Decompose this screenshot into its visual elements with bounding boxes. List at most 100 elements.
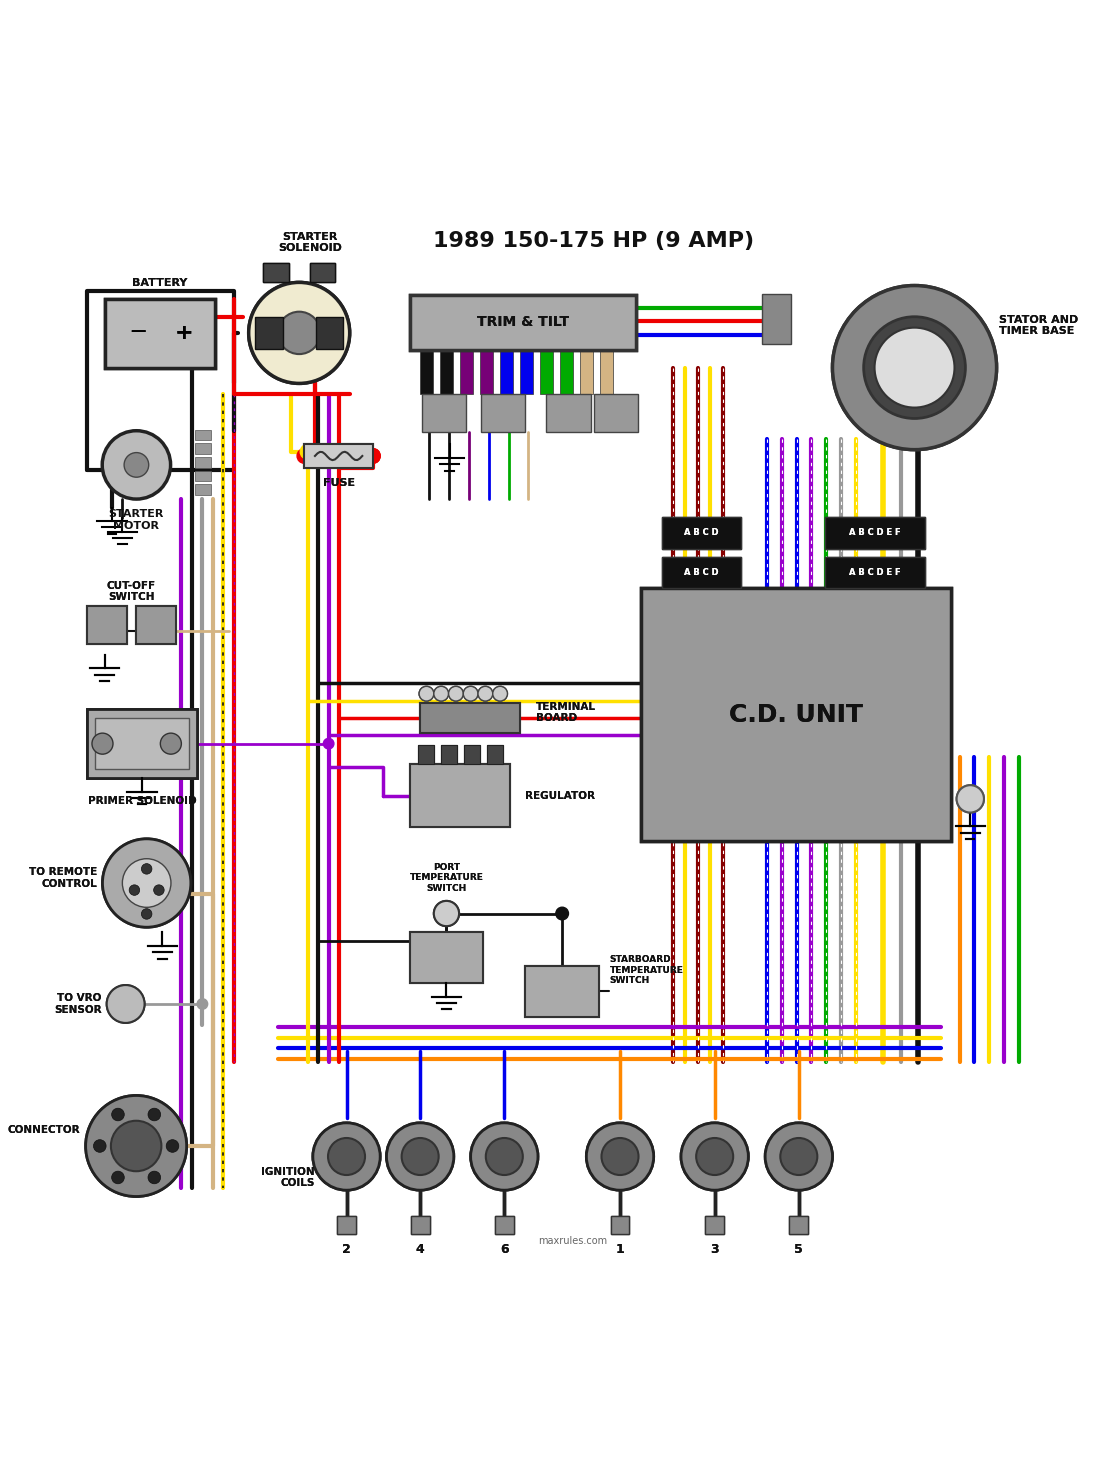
Circle shape	[102, 839, 190, 928]
FancyBboxPatch shape	[662, 517, 741, 548]
Circle shape	[463, 687, 478, 701]
Text: TO VRO
SENSOR: TO VRO SENSOR	[54, 993, 101, 1015]
Text: BATTERY: BATTERY	[132, 279, 187, 288]
Text: +: +	[174, 323, 192, 343]
Text: TRIM & TILT: TRIM & TILT	[476, 316, 569, 329]
Circle shape	[94, 1140, 106, 1153]
Circle shape	[161, 733, 182, 754]
FancyBboxPatch shape	[422, 394, 466, 432]
Circle shape	[419, 687, 433, 701]
Text: A B C D: A B C D	[684, 568, 718, 577]
FancyBboxPatch shape	[305, 444, 373, 468]
Text: A B C D E F: A B C D E F	[849, 529, 901, 538]
Text: 1989 150-175 HP (9 AMP): 1989 150-175 HP (9 AMP)	[433, 231, 755, 251]
FancyBboxPatch shape	[255, 317, 283, 349]
FancyBboxPatch shape	[495, 1217, 514, 1235]
Circle shape	[107, 985, 144, 1023]
Circle shape	[957, 785, 984, 812]
Text: 6: 6	[500, 1242, 508, 1255]
Circle shape	[833, 285, 997, 450]
Circle shape	[493, 687, 507, 701]
Circle shape	[124, 453, 148, 478]
Text: C.D. UNIT: C.D. UNIT	[729, 703, 864, 726]
FancyBboxPatch shape	[310, 263, 334, 282]
Circle shape	[142, 909, 152, 919]
Circle shape	[440, 907, 453, 920]
FancyBboxPatch shape	[520, 349, 532, 394]
Circle shape	[780, 1138, 817, 1175]
FancyBboxPatch shape	[641, 589, 952, 842]
FancyBboxPatch shape	[136, 606, 176, 644]
Text: 4: 4	[416, 1242, 425, 1255]
Circle shape	[433, 901, 459, 926]
Circle shape	[493, 687, 507, 701]
Text: A B C D: A B C D	[684, 529, 718, 538]
FancyBboxPatch shape	[460, 349, 473, 394]
Circle shape	[122, 859, 170, 907]
Circle shape	[478, 687, 493, 701]
FancyBboxPatch shape	[263, 263, 288, 282]
Circle shape	[486, 1138, 522, 1175]
FancyBboxPatch shape	[441, 745, 456, 764]
FancyBboxPatch shape	[441, 745, 456, 764]
Circle shape	[129, 885, 140, 896]
Text: A B C D: A B C D	[684, 529, 718, 538]
Circle shape	[161, 733, 182, 754]
Circle shape	[681, 1124, 748, 1191]
Circle shape	[107, 985, 144, 1023]
FancyBboxPatch shape	[409, 764, 509, 827]
FancyBboxPatch shape	[410, 1217, 430, 1235]
Circle shape	[111, 1121, 162, 1172]
Circle shape	[111, 1121, 162, 1172]
Text: +: +	[174, 323, 192, 343]
FancyBboxPatch shape	[487, 745, 503, 764]
Text: A B C D E F: A B C D E F	[849, 568, 901, 577]
Circle shape	[864, 317, 966, 418]
FancyBboxPatch shape	[500, 349, 513, 394]
Text: A B C D: A B C D	[684, 568, 718, 577]
FancyBboxPatch shape	[409, 764, 509, 827]
Text: PRIMER SOLENOID: PRIMER SOLENOID	[88, 796, 196, 806]
Circle shape	[586, 1124, 653, 1191]
Text: 6: 6	[500, 1242, 508, 1255]
Text: 2: 2	[342, 1242, 351, 1255]
FancyBboxPatch shape	[95, 717, 189, 770]
Text: 2: 2	[342, 1242, 351, 1255]
Circle shape	[148, 1109, 161, 1121]
Text: 3: 3	[711, 1242, 719, 1255]
FancyBboxPatch shape	[705, 1217, 724, 1235]
Circle shape	[300, 444, 315, 459]
Circle shape	[197, 999, 208, 1010]
FancyBboxPatch shape	[440, 349, 453, 394]
FancyBboxPatch shape	[480, 349, 493, 394]
FancyBboxPatch shape	[790, 1217, 808, 1235]
FancyBboxPatch shape	[547, 394, 591, 432]
Text: FUSE: FUSE	[322, 478, 354, 488]
Circle shape	[102, 431, 170, 500]
Text: TERMINAL
BOARD: TERMINAL BOARD	[536, 701, 596, 723]
FancyBboxPatch shape	[104, 300, 214, 368]
Circle shape	[278, 311, 320, 354]
Text: 4: 4	[416, 1242, 425, 1255]
FancyBboxPatch shape	[195, 470, 211, 481]
Text: CONNECTOR: CONNECTOR	[8, 1125, 80, 1135]
FancyBboxPatch shape	[495, 1217, 514, 1235]
FancyBboxPatch shape	[825, 557, 925, 589]
Circle shape	[312, 1124, 381, 1191]
FancyBboxPatch shape	[410, 1217, 430, 1235]
FancyBboxPatch shape	[255, 317, 283, 349]
Circle shape	[332, 444, 346, 459]
FancyBboxPatch shape	[418, 745, 433, 764]
FancyBboxPatch shape	[662, 517, 741, 548]
FancyBboxPatch shape	[560, 349, 573, 394]
FancyBboxPatch shape	[464, 745, 480, 764]
Circle shape	[681, 1124, 748, 1191]
FancyBboxPatch shape	[409, 932, 483, 983]
Text: 5: 5	[794, 1242, 803, 1255]
FancyBboxPatch shape	[316, 317, 343, 349]
Circle shape	[486, 1138, 522, 1175]
FancyBboxPatch shape	[104, 300, 214, 368]
Text: TO REMOTE
CONTROL: TO REMOTE CONTROL	[29, 866, 97, 888]
FancyBboxPatch shape	[136, 606, 176, 644]
FancyBboxPatch shape	[195, 485, 211, 495]
